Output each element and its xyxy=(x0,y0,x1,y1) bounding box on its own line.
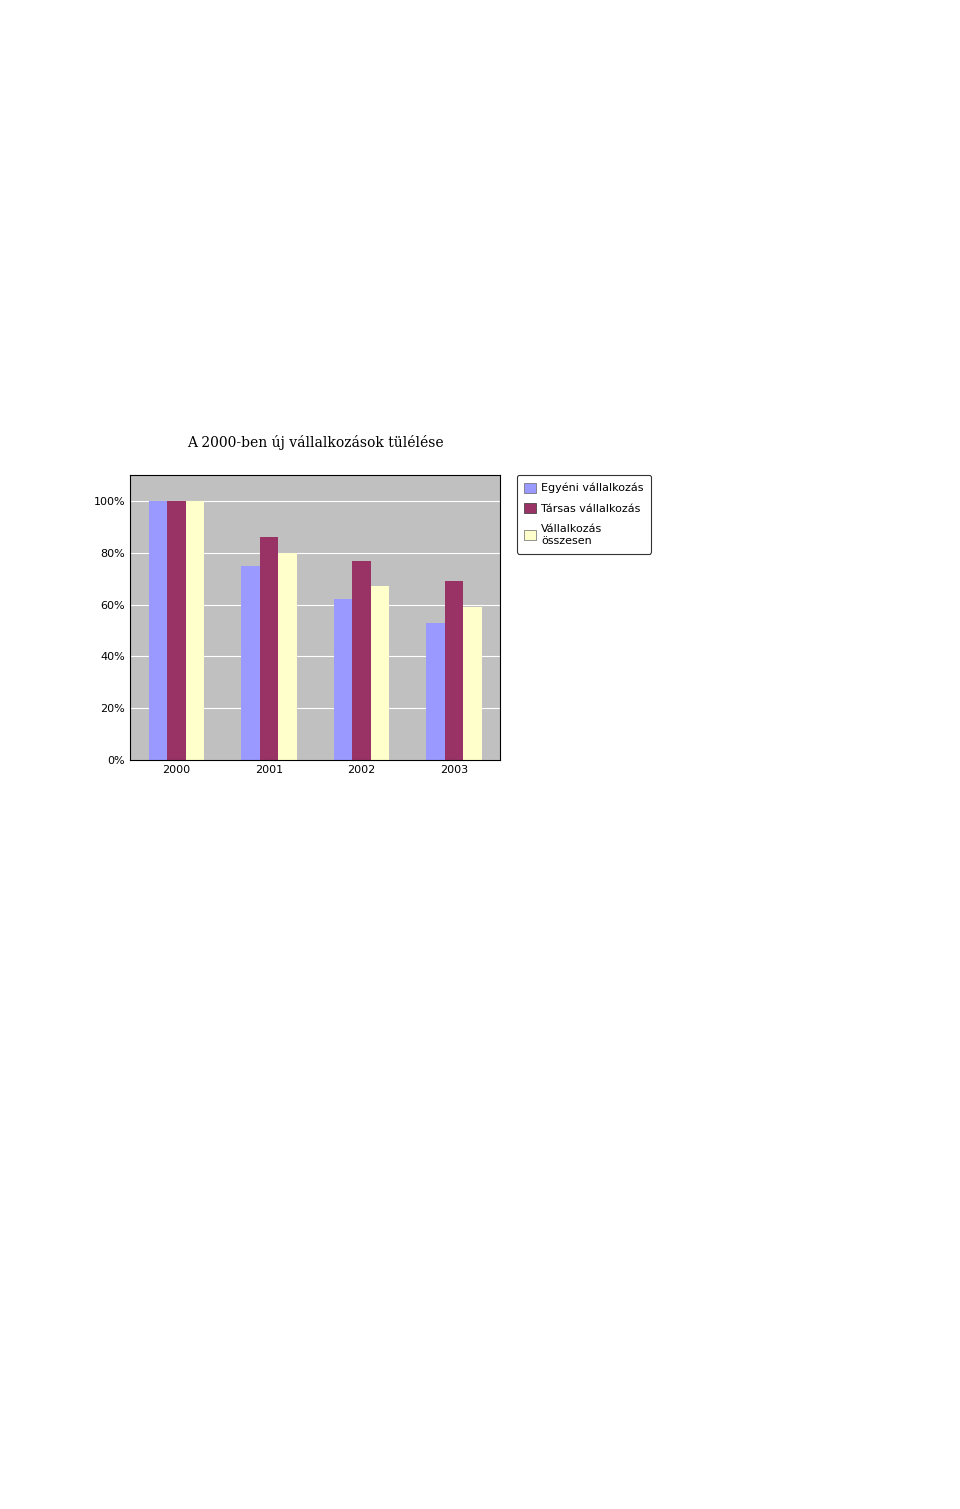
Bar xyxy=(444,581,463,761)
Bar xyxy=(333,599,352,761)
Bar xyxy=(167,501,185,761)
Bar xyxy=(149,501,167,761)
Bar xyxy=(278,552,297,761)
Bar xyxy=(259,537,278,761)
Bar xyxy=(352,560,371,761)
Legend: Egyéni vállalkozás, Társas vállalkozás, Vállalkozás
összesen: Egyéni vállalkozás, Társas vállalkozás, … xyxy=(516,475,652,554)
Bar xyxy=(241,566,259,761)
Bar xyxy=(371,587,389,761)
Bar xyxy=(463,607,482,761)
Bar xyxy=(185,501,204,761)
Text: A 2000-ben új vállalkozások tülélése: A 2000-ben új vállalkozások tülélése xyxy=(186,435,444,450)
Bar xyxy=(426,623,444,761)
